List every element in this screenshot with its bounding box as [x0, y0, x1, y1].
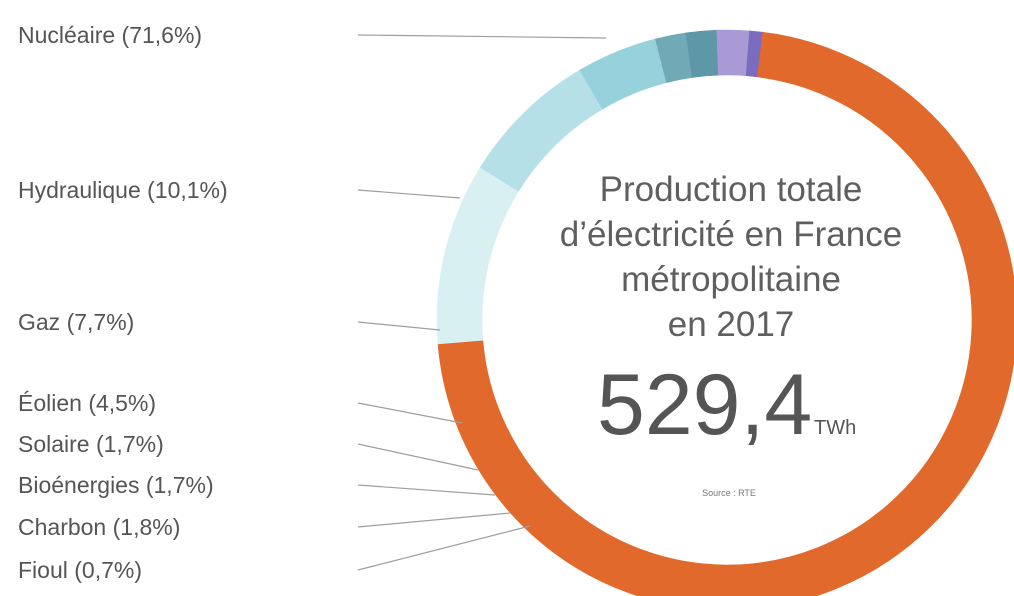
source-note: Source : RTE	[702, 488, 756, 498]
leader-line-hydraulique	[357, 189, 461, 199]
slice-fioul	[745, 30, 763, 78]
label-bioenergies: Bioénergies (1,7%)	[18, 472, 214, 498]
total-unit: TWh	[814, 417, 856, 439]
center-text: Production totale d’électricité en Franc…	[560, 170, 902, 498]
label-gaz: Gaz (7,7%)	[18, 309, 134, 335]
center-title-line-4: en 2017	[668, 305, 795, 344]
label-eolien: Éolien (4,5%)	[18, 390, 156, 416]
label-charbon: Charbon (1,8%)	[18, 514, 180, 540]
slice-nucleaire	[437, 31, 1014, 596]
slice-hydraulique	[436, 167, 519, 345]
slice-charbon	[716, 29, 750, 77]
leader-line-bioenergies	[357, 484, 496, 496]
donut-slices	[436, 29, 1014, 596]
leader-line-solaire	[357, 443, 479, 471]
leader-line-eolien	[357, 402, 463, 424]
label-fioul: Fioul (0,7%)	[18, 557, 142, 583]
leader-line-fioul	[357, 525, 531, 571]
legend-labels: Nucléaire (71,6%) Hydraulique (10,1%) Gaz …	[18, 22, 228, 583]
slice-gaz	[479, 69, 604, 192]
label-solaire: Solaire (1,7%)	[18, 431, 164, 457]
leader-line-gaz	[357, 321, 441, 331]
center-title-line-3: métropolitaine	[621, 260, 841, 299]
total-value: 529,4	[597, 357, 812, 453]
leader-line-nucleaire	[357, 34, 607, 39]
center-title-line-1: Production totale	[600, 170, 863, 209]
leader-line-charbon	[357, 512, 511, 528]
label-hydraulique: Hydraulique (10,1%)	[18, 177, 228, 203]
label-nucleaire: Nucléaire (71,6%)	[18, 22, 202, 48]
center-title-line-2: d’électricité en France	[560, 215, 902, 254]
leader-lines	[357, 34, 607, 571]
